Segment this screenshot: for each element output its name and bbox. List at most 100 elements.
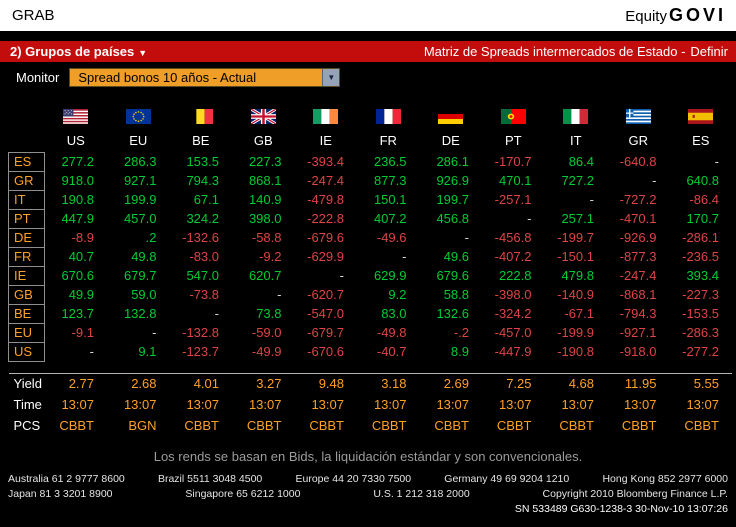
spread-value-cell: 398.0: [248, 211, 282, 226]
spread-value-cell: -324.2: [494, 306, 532, 321]
stats-row-yield: Yield 2.77 2.68 4.01 3.27 9.48 3.18 2.69 7.25 4.6…: [9, 373, 733, 394]
stats-value-cell: 13:07: [623, 397, 657, 412]
stats-value-cell: 13:07: [123, 397, 157, 412]
column-header-eu[interactable]: EU: [107, 109, 170, 152]
spread-value-cell: 222.8: [498, 268, 532, 283]
spread-value-cell: -49.6: [376, 230, 407, 245]
column-header-fr[interactable]: FR: [357, 109, 420, 152]
spread-value-cell: -40.7: [376, 344, 407, 359]
footer-contact: Germany 49 69 9204 1210: [444, 473, 570, 485]
spread-value-cell: 407.2: [373, 211, 407, 226]
spread-value-cell: -547.0: [307, 306, 344, 321]
row-header-ie[interactable]: IE: [8, 265, 45, 286]
page-title: Matriz de Spreads intermercados de Estad…: [423, 44, 686, 59]
spread-value-cell: 286.3: [123, 154, 157, 169]
define-action[interactable]: Definir: [690, 44, 728, 59]
stats-value-cell: 13:07: [61, 397, 94, 412]
row-header-gb[interactable]: GB: [8, 284, 45, 305]
spread-value-cell: -670.6: [307, 344, 344, 359]
column-header-es[interactable]: ES: [670, 109, 733, 152]
row-header-fr[interactable]: FR: [8, 246, 45, 267]
grab-label: GRAB: [12, 7, 55, 24]
spread-value-cell: -9.1: [71, 325, 94, 340]
matrix-row-de: DE -8.9 .2 -132.6 -58.8 -679.6 -49.6 - -456.8 -19…: [8, 227, 733, 248]
stats-value-cell: CBBT: [434, 418, 469, 433]
column-header-us[interactable]: US: [45, 109, 108, 152]
row-header-es[interactable]: ES: [8, 151, 45, 172]
column-header-it[interactable]: IT: [545, 109, 608, 152]
column-header-be[interactable]: BE: [170, 109, 233, 152]
row-header-be[interactable]: BE: [8, 303, 45, 324]
row-header-it[interactable]: IT: [8, 189, 45, 210]
monitor-label: Monitor: [16, 70, 60, 85]
column-header-de[interactable]: DE: [420, 109, 483, 152]
stats-value-cell: 2.69: [443, 376, 469, 392]
spread-value-cell: 49.6: [443, 249, 469, 264]
spread-value-cell: 868.1: [248, 173, 282, 188]
row-header-gr[interactable]: GR: [8, 170, 45, 191]
column-code-label: ES: [692, 133, 710, 148]
column-header-ie[interactable]: IE: [295, 109, 358, 152]
row-header-pt[interactable]: PT: [8, 208, 45, 229]
spread-value-cell: -877.3: [619, 249, 657, 264]
spread-value-cell: -236.5: [682, 249, 719, 264]
spread-value-cell: -8.9: [71, 230, 94, 245]
spread-value-cell: 140.9: [248, 192, 282, 207]
matrix-header-row: US EU BE GB IE FR DE PT IT GR ES: [9, 109, 733, 152]
spread-value-cell: 73.8: [256, 306, 282, 321]
column-code-label: US: [66, 133, 85, 148]
monitor-dropdown[interactable]: Spread bonos 10 años - Actual ▼: [69, 68, 341, 87]
matrix-row-pt: PT 447.9 457.0 324.2 398.0 -222.8 407.2 456.8 - 2…: [8, 208, 733, 229]
row-header-us[interactable]: US: [8, 341, 45, 362]
spread-value-cell: -: [589, 192, 594, 207]
monitor-dropdown-value: Spread bonos 10 años - Actual: [70, 69, 323, 86]
matrix-row-gr: GR 918.0 927.1 794.3 868.1 -247.4 877.3 926.9 47…: [8, 170, 733, 191]
spread-value-cell: -: [527, 211, 532, 226]
column-header-gb[interactable]: GB: [232, 109, 295, 152]
stats-value-cell: 13:07: [436, 397, 469, 412]
stats-row-time: Time 13:07 13:07 13:07 13:07 13:07 13:07 13:07 1…: [9, 394, 733, 415]
spread-value-cell: 277.2: [61, 154, 94, 169]
spread-matrix-table: US EU BE GB IE FR DE PT IT GR ES ES 277.2 286.3 153.5 2…: [8, 109, 732, 436]
spread-value-cell: 132.8: [123, 306, 157, 321]
spread-value-cell: -447.9: [494, 344, 532, 359]
matrix-row-it: IT 190.8 199.9 67.1 140.9 -479.8 150.1 199.7 -25…: [8, 189, 733, 210]
spread-value-cell: -59.0: [251, 325, 282, 340]
spread-value-cell: -199.9: [557, 325, 594, 340]
stats-value-cell: 3.18: [381, 376, 407, 392]
matrix-row-eu: EU -9.1 - -132.8 -59.0 -679.7 -49.8 -.2 -457.0 -1…: [8, 322, 733, 343]
chevron-down-icon[interactable]: ▼: [322, 69, 340, 86]
spread-value-cell: 918.0: [61, 173, 94, 188]
row-header-de[interactable]: DE: [8, 227, 45, 248]
spread-value-cell: -257.1: [494, 192, 532, 207]
stats-value-cell: 11.95: [624, 376, 657, 392]
spread-value-cell: -: [714, 154, 719, 169]
spread-value-cell: -: [402, 249, 407, 264]
stats-value-cell: 2.68: [131, 376, 157, 392]
matrix-row-gb: GB 49.9 59.0 -73.8 - -620.7 9.2 58.8 -398.0 -140.…: [8, 284, 733, 305]
spread-value-cell: -247.4: [307, 173, 344, 188]
column-header-pt[interactable]: PT: [482, 109, 545, 152]
spread-value-cell: 8.9: [450, 344, 469, 359]
spread-value-cell: .2: [145, 230, 157, 245]
spread-value-cell: 286.1: [436, 154, 469, 169]
stats-value-cell: CBBT: [496, 418, 532, 433]
spread-value-cell: -679.7: [307, 325, 344, 340]
spread-value-cell: -277.2: [682, 344, 719, 359]
footer-serial-line: SN 533489 G630-1238-3 30-Nov-10 13:07:26: [514, 503, 728, 515]
row-header-eu[interactable]: EU: [8, 322, 45, 343]
spread-value-cell: 470.1: [498, 173, 532, 188]
spread-value-cell: -83.0: [189, 249, 219, 264]
stats-value-cell: BGN: [128, 418, 157, 433]
spread-value-cell: -: [652, 173, 657, 188]
country-groups-menu[interactable]: 2) Grupos de países ▼: [10, 44, 147, 59]
flag-es-icon: [688, 109, 714, 124]
spread-value-cell: 49.9: [68, 287, 94, 302]
function-group-label: Equity: [625, 8, 667, 25]
column-code-label: FR: [379, 133, 397, 148]
column-header-gr[interactable]: GR: [607, 109, 670, 152]
footer: Australia 61 2 9777 8600 Brazil 5511 304…: [8, 473, 728, 515]
spread-value-cell: 150.1: [373, 192, 407, 207]
stats-value-cell: 3.27: [256, 376, 282, 392]
